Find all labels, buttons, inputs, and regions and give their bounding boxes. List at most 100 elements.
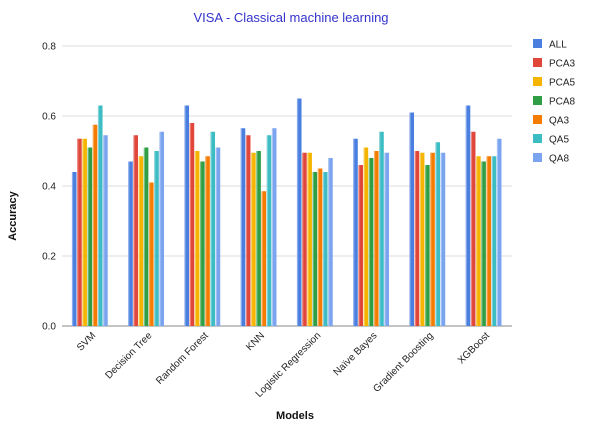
- bar: [481, 161, 486, 326]
- bar-highlight: [358, 165, 360, 326]
- bar: [148, 182, 154, 326]
- bar: [486, 156, 492, 326]
- bar-highlight: [296, 98, 299, 326]
- legend: ALL PCA3 PCA5 PCA8 QA3 QA5 QA8: [533, 39, 576, 165]
- bar-highlight: [82, 138, 84, 326]
- bar-highlight: [312, 172, 314, 326]
- bar-highlight: [491, 156, 493, 326]
- bar-highlight: [322, 172, 325, 326]
- bar: [205, 156, 210, 326]
- bar: [143, 147, 149, 326]
- bar: [409, 112, 415, 326]
- bar-highlight: [77, 138, 79, 326]
- bar: [215, 147, 221, 326]
- bar: [154, 151, 159, 326]
- bar: [245, 135, 251, 326]
- bars: [71, 98, 502, 326]
- bar-highlight: [440, 152, 442, 326]
- legend-label: QA8: [549, 154, 569, 165]
- y-tick-label: 0.8: [42, 42, 56, 53]
- bar-highlight: [184, 105, 186, 326]
- bar: [82, 138, 87, 326]
- legend-label: QA3: [549, 116, 569, 127]
- bar-highlight: [317, 168, 319, 326]
- bar: [184, 105, 190, 326]
- bar-highlight: [87, 147, 89, 326]
- bar-highlight: [205, 156, 207, 326]
- legend-label: QA5: [549, 135, 569, 146]
- bar: [465, 105, 471, 326]
- bar: [328, 158, 333, 326]
- bar: [430, 152, 435, 326]
- bar: [312, 172, 318, 326]
- bar-highlight: [414, 151, 416, 326]
- x-tick-label: KNN: [244, 330, 267, 353]
- bar-highlight: [245, 135, 248, 326]
- x-tick-label: SVM: [75, 330, 98, 353]
- bar: [71, 172, 77, 326]
- bar: [302, 152, 307, 326]
- bar-highlight: [200, 161, 202, 326]
- bar: [491, 156, 497, 326]
- bar-highlight: [384, 152, 386, 326]
- y-tick-label: 0.4: [42, 182, 56, 193]
- bar-highlight: [97, 105, 100, 326]
- bar-highlight: [328, 158, 330, 326]
- bar: [307, 152, 312, 326]
- bar-highlight: [240, 128, 242, 326]
- bar: [256, 151, 261, 326]
- bar: [470, 131, 476, 326]
- bar-highlight: [251, 152, 253, 326]
- bar-highlight: [261, 191, 263, 326]
- bar: [92, 124, 98, 326]
- legend-label: ALL: [549, 40, 567, 51]
- bar-highlight: [496, 138, 499, 326]
- legend-label: PCA3: [549, 59, 576, 70]
- bar-highlight: [148, 182, 151, 326]
- bar: [77, 138, 82, 326]
- bar: [271, 128, 277, 326]
- bar-highlight: [435, 142, 437, 326]
- legend-swatch: [533, 77, 542, 86]
- x-tick-label: Random Forest: [154, 330, 211, 387]
- bar-highlight: [481, 161, 483, 326]
- chart-title: VISA - Classical machine learning: [193, 10, 388, 25]
- bar-highlight: [143, 147, 145, 326]
- x-tick-label: XGBoost: [456, 330, 492, 366]
- legend-swatch: [533, 153, 542, 162]
- legend-swatch: [533, 134, 542, 143]
- bar: [476, 156, 481, 326]
- bar: [240, 128, 246, 326]
- bar-highlight: [363, 147, 365, 326]
- bar: [317, 168, 323, 326]
- bar-highlight: [266, 135, 268, 326]
- bar-highlight: [476, 156, 478, 326]
- bar-highlight: [470, 131, 473, 326]
- x-tick-label: Decision Tree: [103, 330, 154, 381]
- bar: [435, 142, 441, 326]
- bar: [194, 151, 200, 326]
- bar: [210, 131, 216, 326]
- bar-highlight: [210, 131, 212, 326]
- bar-highlight: [409, 112, 411, 326]
- bar-highlight: [189, 123, 191, 326]
- bar: [128, 161, 133, 326]
- bar: [251, 152, 256, 326]
- bar-highlight: [302, 152, 304, 326]
- legend-label: PCA8: [549, 97, 576, 108]
- bar: [261, 191, 267, 326]
- x-tick-label: Naïve Bayes: [332, 330, 380, 378]
- legend-label: PCA5: [549, 78, 576, 89]
- bar-highlight: [486, 156, 488, 326]
- bar-highlight: [368, 158, 370, 326]
- bar-highlight: [430, 152, 432, 326]
- bar: [353, 138, 358, 326]
- bar-highlight: [194, 151, 197, 326]
- bar: [373, 151, 379, 326]
- bar: [358, 165, 363, 326]
- bar-highlight: [215, 147, 217, 326]
- bar: [133, 135, 138, 326]
- bar-highlight: [425, 165, 427, 326]
- x-axis-title: Models: [276, 410, 314, 422]
